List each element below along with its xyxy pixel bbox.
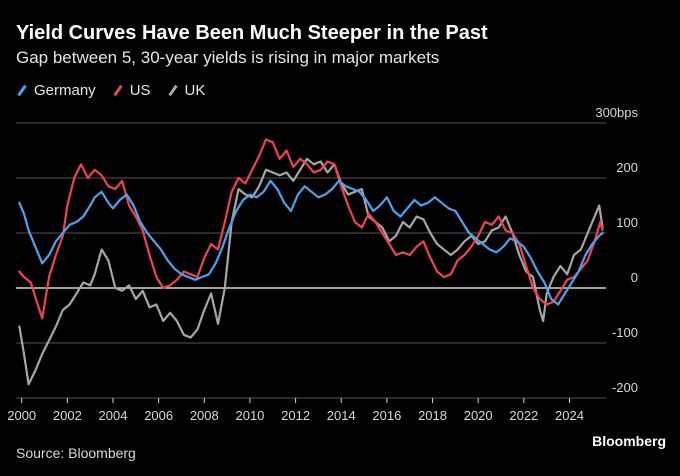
- y-tick-label: 200: [616, 160, 638, 175]
- x-tick-label: 2010: [235, 408, 264, 423]
- gridlines: [16, 122, 606, 399]
- x-tick-label: 2002: [53, 408, 82, 423]
- x-tick-label: 2016: [372, 408, 401, 423]
- x-tick-label: 2022: [509, 408, 538, 423]
- legend-label-germany: Germany: [34, 82, 96, 99]
- x-tick-label: 2020: [464, 408, 493, 423]
- y-tick-label: -100: [612, 325, 638, 340]
- x-tick-label: 2018: [418, 408, 447, 423]
- legend-label-us: US: [129, 82, 151, 99]
- series-line-us: [18, 138, 604, 320]
- y-tick-label: 300bps: [595, 105, 638, 120]
- legend-item-us: US: [112, 82, 151, 99]
- y-tick-label: -200: [612, 380, 638, 395]
- legend-item-uk: UK: [167, 82, 206, 99]
- x-tick-label: 2014: [327, 408, 356, 423]
- y-tick-label: 100: [616, 215, 638, 230]
- x-tick-label: 2008: [190, 408, 219, 423]
- bloomberg-logo: Bloomberg: [592, 433, 666, 449]
- legend-label-uk: UK: [184, 82, 206, 99]
- y-tick-label: 0: [631, 270, 638, 285]
- series-lines: [18, 138, 604, 386]
- source-note: Source: Bloomberg: [16, 445, 136, 461]
- x-tick-label: 2012: [281, 408, 310, 423]
- series-line-germany: [18, 179, 604, 306]
- legend: Germany US UK: [16, 82, 205, 99]
- x-tick-label: 2004: [99, 408, 128, 423]
- legend-item-germany: Germany: [16, 82, 96, 99]
- x-tick-label: 2000: [7, 408, 36, 423]
- x-axis-ticks: 2000 2002 2004 2006 2008 2010 2012 2014 2016 2018…: [7, 398, 584, 423]
- x-tick-label: 2006: [144, 408, 173, 423]
- chart-subtitle: Gap between 5, 30-year yields is rising …: [16, 48, 440, 67]
- chart-title: Yield Curves Have Been Much Steeper in t…: [16, 22, 488, 44]
- y-axis-ticks: 300bps 200 100 0 -100 -200: [595, 105, 638, 395]
- x-tick-label: 2024: [555, 408, 584, 423]
